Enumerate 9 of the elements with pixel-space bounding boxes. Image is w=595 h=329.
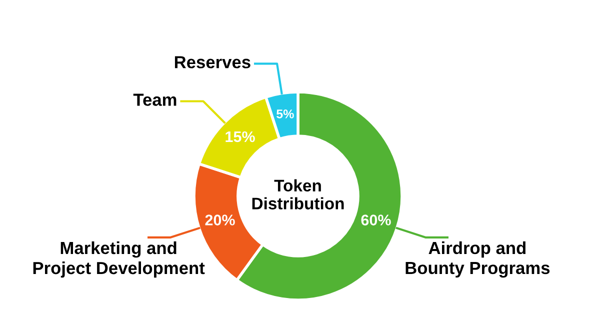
- text: Token Distribution: [252, 179, 344, 210]
- slice-label: Team: [133, 94, 176, 106]
- data-label: 15%: [226, 131, 255, 142]
- slice-label: Reserves: [174, 56, 250, 68]
- slice-label: Marketing and Project Development: [33, 241, 205, 278]
- slice-label: Airdrop and Bounty Programs: [406, 241, 550, 278]
- data-label: 5%: [276, 110, 294, 118]
- data-label: 20%: [205, 214, 235, 226]
- data-label: 60%: [361, 214, 391, 226]
